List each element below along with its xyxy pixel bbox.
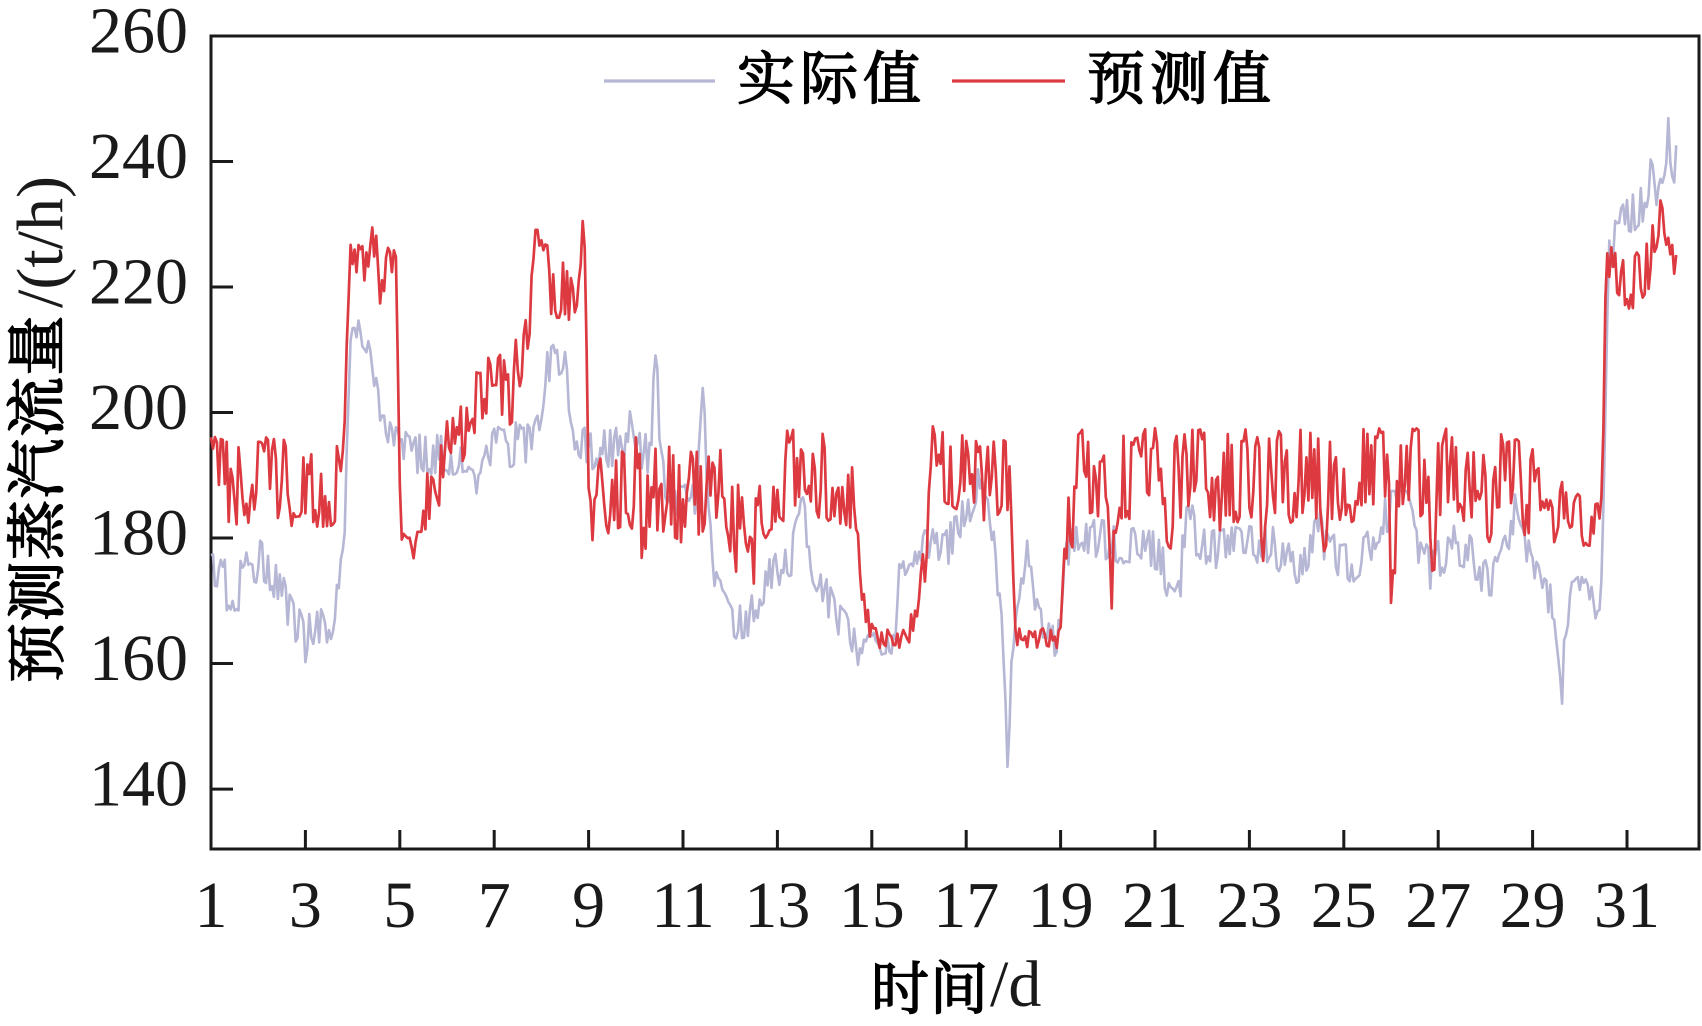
svg-text:27: 27	[1405, 869, 1471, 942]
svg-text:200: 200	[89, 371, 188, 444]
svg-text:29: 29	[1500, 869, 1566, 942]
svg-text:220: 220	[89, 246, 188, 319]
svg-text:140: 140	[89, 748, 188, 821]
svg-text:31: 31	[1594, 869, 1660, 942]
svg-text:25: 25	[1311, 869, 1377, 942]
svg-text:/(t/h): /(t/h)	[4, 176, 77, 308]
svg-text:160: 160	[89, 622, 188, 695]
svg-text:9: 9	[572, 869, 605, 942]
svg-text:240: 240	[89, 120, 188, 193]
svg-text:19: 19	[1028, 869, 1094, 942]
svg-text:/d: /d	[990, 948, 1041, 1021]
svg-text:17: 17	[933, 869, 999, 942]
svg-text:15: 15	[839, 869, 905, 942]
svg-text:23: 23	[1216, 869, 1282, 942]
svg-text:5: 5	[383, 869, 416, 942]
svg-text:260: 260	[89, 0, 188, 68]
svg-text:180: 180	[89, 497, 188, 570]
svg-text:3: 3	[289, 869, 322, 942]
svg-text:21: 21	[1122, 869, 1188, 942]
svg-text:7: 7	[478, 869, 511, 942]
svg-text:13: 13	[744, 869, 810, 942]
svg-text:1: 1	[195, 869, 228, 942]
svg-text:11: 11	[651, 869, 715, 942]
